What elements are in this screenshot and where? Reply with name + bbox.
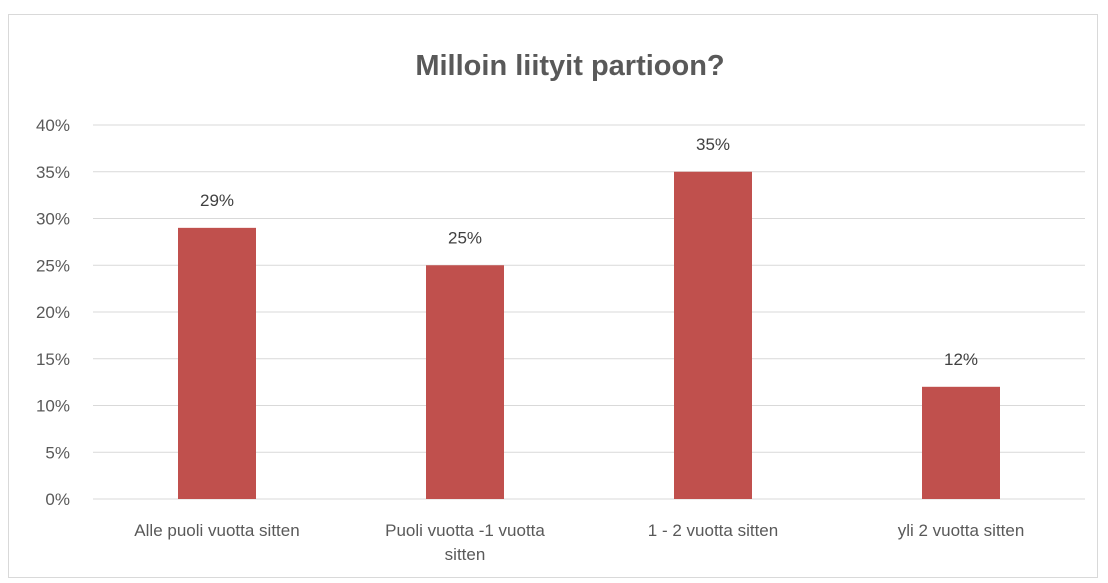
category-label: Alle puoli vuotta sitten xyxy=(134,521,299,540)
gridlines xyxy=(93,124,1085,500)
chart-title: Milloin liityit partioon? xyxy=(415,50,724,82)
category-label-line: yli 2 vuotta sitten xyxy=(898,521,1025,540)
x-axis-categories: Alle puoli vuotta sitten Puoli vuotta -1 … xyxy=(134,521,1024,564)
data-label: 29% xyxy=(200,191,234,210)
bars xyxy=(178,171,1000,499)
category-label: Puoli vuotta -1 vuotta sitten xyxy=(385,521,545,564)
y-tick-label: 10% xyxy=(36,397,70,416)
category-label-line: Alle puoli vuotta sitten xyxy=(134,521,299,540)
category-label-line: Puoli vuotta -1 vuotta xyxy=(385,521,545,540)
y-tick-label: 30% xyxy=(36,210,70,229)
y-tick-label: 20% xyxy=(36,303,70,322)
category-label: 1 - 2 vuotta sitten xyxy=(648,521,778,540)
data-label: 35% xyxy=(696,135,730,154)
bar xyxy=(426,265,504,499)
y-tick-label: 25% xyxy=(36,256,70,275)
data-label: 12% xyxy=(944,350,978,369)
data-label: 25% xyxy=(448,228,482,247)
bar xyxy=(922,386,1000,499)
category-label-line: sitten xyxy=(445,545,486,564)
y-tick-label: 0% xyxy=(45,490,70,509)
y-tick-label: 35% xyxy=(36,163,70,182)
y-axis-ticks: 0% 5% 10% 15% 20% 25% 30% 35% 40% xyxy=(36,116,70,509)
y-tick-label: 5% xyxy=(45,443,70,462)
bar xyxy=(674,171,752,499)
bar xyxy=(178,227,256,499)
y-tick-label: 15% xyxy=(36,350,70,369)
data-labels: 29% 25% 35% 12% xyxy=(200,135,978,369)
category-label-line: 1 - 2 vuotta sitten xyxy=(648,521,778,540)
y-tick-label: 40% xyxy=(36,116,70,135)
category-label: yli 2 vuotta sitten xyxy=(898,521,1025,540)
